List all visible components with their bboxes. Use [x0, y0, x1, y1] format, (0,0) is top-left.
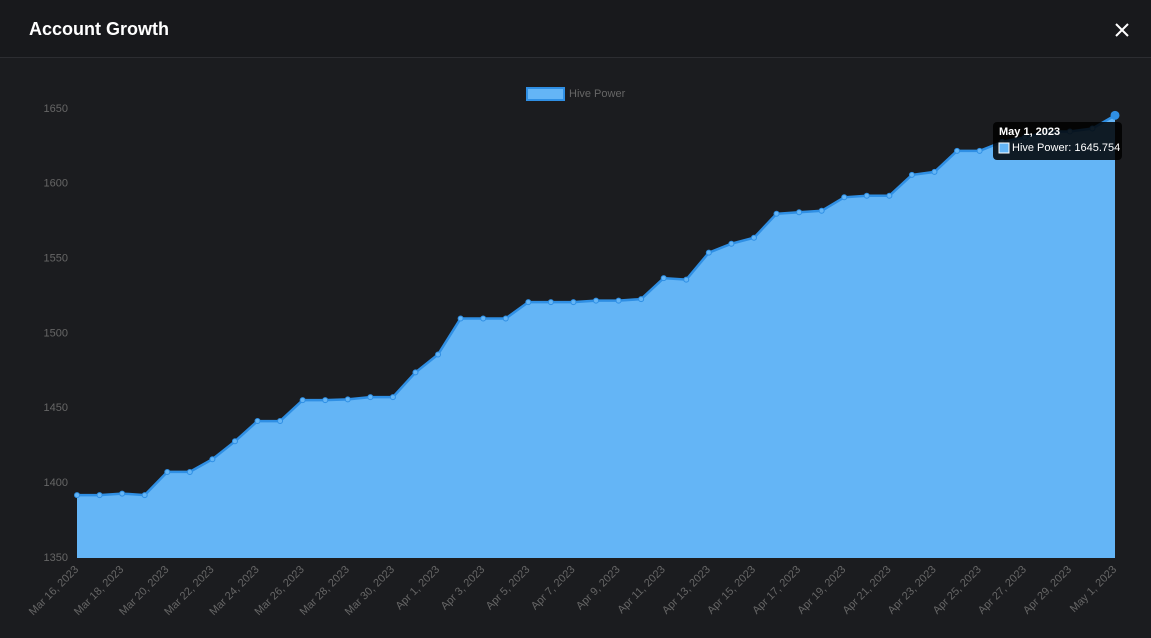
x-tick-label: Apr 1, 2023: [394, 564, 443, 613]
point: [841, 194, 848, 201]
x-tick-label: Apr 5, 2023: [484, 564, 533, 613]
point: [322, 397, 329, 404]
point: [344, 396, 351, 403]
y-tick-label: 1600: [44, 178, 68, 190]
point: [435, 351, 442, 358]
point: [119, 490, 126, 497]
point: [299, 397, 306, 404]
point: [863, 192, 870, 199]
y-tick-label: 1650: [44, 103, 68, 115]
point: [74, 492, 80, 499]
point: [976, 147, 983, 154]
tooltip: May 1, 2023 Hive Power: 1645.754: [993, 122, 1122, 160]
x-tick-label: Apr 9, 2023: [574, 564, 623, 613]
point: [502, 315, 509, 322]
point: [1110, 110, 1120, 120]
y-tick-label: 1450: [44, 402, 68, 414]
tooltip-title: May 1, 2023: [999, 126, 1060, 138]
close-button[interactable]: [1115, 23, 1129, 37]
y-tick-label: 1350: [44, 552, 68, 564]
point: [547, 299, 554, 306]
point: [728, 240, 735, 247]
area: [77, 115, 1115, 559]
legend-label: Hive Power: [569, 88, 626, 100]
point: [570, 299, 577, 306]
point: [705, 249, 712, 256]
point: [457, 315, 464, 322]
x-tick-label: Apr 3, 2023: [439, 564, 488, 613]
point: [186, 468, 193, 475]
modal-title: Account Growth: [29, 19, 169, 39]
point: [908, 171, 915, 178]
modal-header: Account Growth: [0, 0, 1151, 58]
point: [164, 468, 171, 475]
point: [615, 297, 622, 304]
y-tick-label: 1400: [44, 477, 68, 489]
legend-swatch: [526, 87, 565, 101]
point: [480, 315, 487, 322]
x-tick-label: Apr 7, 2023: [529, 564, 578, 613]
point: [638, 296, 645, 303]
point: [796, 209, 803, 216]
tooltip-swatch: [998, 142, 1010, 154]
point: [593, 297, 599, 304]
point: [254, 418, 261, 425]
point: [367, 394, 374, 401]
point: [96, 492, 103, 499]
point: [773, 210, 780, 217]
point: [683, 276, 690, 283]
x-tick-label: May 1, 2023: [1068, 564, 1119, 615]
point: [525, 299, 532, 306]
point: [231, 438, 238, 445]
tooltip-box: [993, 122, 1122, 160]
point: [931, 168, 938, 175]
point: [660, 275, 667, 282]
point: [412, 369, 419, 376]
point: [209, 456, 216, 463]
point: [818, 207, 825, 214]
point: [886, 192, 893, 199]
y-tick-label: 1550: [44, 253, 68, 265]
point: [141, 492, 148, 499]
y-tick-label: 1500: [44, 327, 68, 339]
x-tick-label: Apr 29, 2023: [1021, 564, 1074, 617]
point: [954, 147, 961, 154]
tooltip-text: Hive Power: 1645.754: [1012, 142, 1120, 154]
point: [389, 394, 396, 401]
point: [750, 234, 757, 241]
point: [277, 418, 284, 425]
